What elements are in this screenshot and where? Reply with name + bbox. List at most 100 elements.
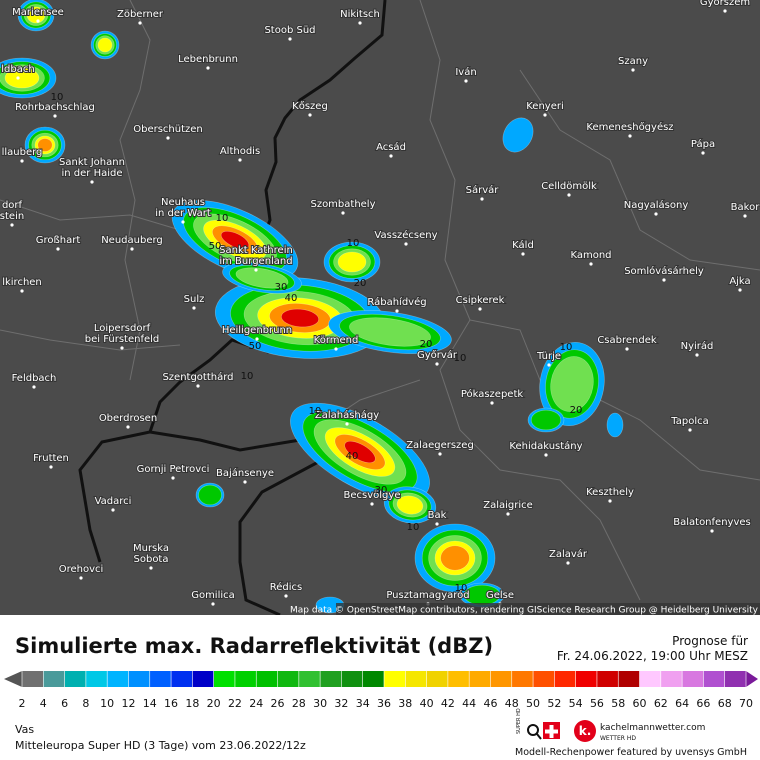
place-label: Zöberner bbox=[117, 9, 164, 20]
place-dot bbox=[662, 278, 666, 282]
contour-label: 50 bbox=[209, 241, 222, 252]
echo bbox=[198, 484, 222, 506]
colorbar-tick-label: 70 bbox=[739, 697, 753, 710]
colorbar-segment bbox=[234, 671, 257, 687]
place-label: Csabrendek bbox=[597, 335, 657, 346]
place-label: Gornji Petrovci bbox=[137, 464, 210, 475]
colorbar-segment bbox=[43, 671, 65, 687]
place-dot bbox=[90, 180, 94, 184]
place-dot bbox=[628, 134, 632, 138]
colorbar-tick-label: 56 bbox=[590, 697, 604, 710]
place-dot bbox=[206, 66, 210, 70]
colorbar-segment bbox=[511, 671, 534, 687]
place-label: Győrvár bbox=[417, 349, 458, 361]
place-dot bbox=[389, 154, 393, 158]
contour-label: 10 bbox=[51, 92, 64, 103]
colorbar-tick-label: 38 bbox=[398, 697, 412, 710]
place-label: Zalaháshágy bbox=[315, 409, 379, 421]
forecast-label: Prognose für bbox=[672, 634, 748, 648]
echo bbox=[550, 356, 594, 412]
place-label: Neuhaus bbox=[161, 197, 205, 208]
place-dot bbox=[435, 362, 439, 366]
contour-label: 10 bbox=[407, 522, 420, 533]
place-dot bbox=[192, 306, 196, 310]
place-label: Sankt Kathrein bbox=[219, 245, 293, 256]
echo bbox=[530, 409, 562, 431]
place-label: Bak bbox=[428, 510, 447, 521]
place-label: Kenyeri bbox=[526, 101, 564, 112]
place-label: Althodis bbox=[220, 146, 260, 157]
kachelmann-logo bbox=[574, 720, 596, 742]
place-dot bbox=[710, 529, 714, 533]
place-label: Zalaigrice bbox=[483, 500, 533, 511]
place-dot bbox=[743, 214, 747, 218]
place-label: Somlóvásárhely bbox=[624, 265, 704, 277]
place-label: in der Haide bbox=[61, 168, 122, 179]
colorbar-segment bbox=[618, 671, 640, 687]
colorbar-tick-label: 20 bbox=[207, 697, 221, 710]
place-dot bbox=[521, 252, 525, 256]
place-label: Kőszeg bbox=[292, 100, 328, 112]
place-dot bbox=[196, 384, 200, 388]
contour-label: 20 bbox=[570, 405, 583, 416]
place-label: in der Wart bbox=[155, 208, 211, 219]
contour-label: 30 bbox=[275, 282, 288, 293]
colorbar-segment bbox=[639, 671, 662, 687]
place-label: Zalaegerszeg bbox=[406, 440, 474, 451]
colorbar-segment bbox=[64, 671, 87, 687]
place-dot bbox=[79, 576, 83, 580]
colorbar-tick-label: 34 bbox=[356, 697, 370, 710]
place-dot bbox=[284, 594, 288, 598]
colorbar-tick-label: 32 bbox=[334, 697, 348, 710]
place-dot bbox=[171, 476, 175, 480]
echo bbox=[440, 545, 470, 571]
colorbar-tick-label: 6 bbox=[61, 697, 68, 710]
colorbar-tick-label: 64 bbox=[675, 697, 689, 710]
place-dot bbox=[701, 151, 705, 155]
place-dot bbox=[723, 9, 727, 13]
colorbar-arrow-low bbox=[4, 671, 22, 687]
colorbar-segment bbox=[405, 671, 427, 687]
legend-title: Simulierte max. Radarreflektivität (dBZ) bbox=[15, 634, 493, 658]
place-dot bbox=[255, 337, 259, 341]
place-label: Sobota bbox=[134, 554, 169, 565]
place-label: Keszthely bbox=[586, 487, 634, 498]
place-label: Káld bbox=[512, 239, 534, 251]
place-dot bbox=[32, 385, 36, 389]
colorbar-segment bbox=[682, 671, 704, 687]
colorbar-tick-label: 18 bbox=[185, 697, 199, 710]
place-dot bbox=[49, 465, 53, 469]
colorbar-tick-label: 2 bbox=[19, 697, 26, 710]
contour-label: 40 bbox=[346, 451, 359, 462]
place-label: Loipersdorf bbox=[94, 323, 151, 334]
contour-label: 40 bbox=[285, 293, 298, 304]
place-label: Mariensee bbox=[12, 7, 64, 18]
colorbar-tick-label: 52 bbox=[547, 697, 561, 710]
echo bbox=[344, 440, 376, 464]
place-dot bbox=[238, 158, 242, 162]
place-dot bbox=[120, 346, 124, 350]
swiss-cross bbox=[545, 725, 558, 738]
colorbar-tick-label: 62 bbox=[654, 697, 668, 710]
echo bbox=[396, 495, 424, 515]
place-label: Gomilica bbox=[191, 590, 235, 601]
contour-label: 10 bbox=[216, 213, 229, 224]
place-dot bbox=[345, 422, 349, 426]
place-dot bbox=[464, 79, 468, 83]
place-dot bbox=[404, 242, 408, 246]
place-dot bbox=[438, 452, 442, 456]
colorbar-tick-label: 58 bbox=[611, 697, 625, 710]
contour-label: 10 bbox=[309, 406, 322, 417]
echo bbox=[606, 412, 624, 438]
place-label: Nagyalásony bbox=[624, 199, 689, 211]
place-dot bbox=[53, 114, 57, 118]
echo bbox=[235, 267, 289, 289]
place-label: Vadarci bbox=[95, 496, 132, 507]
colorbar-tick-label: 40 bbox=[420, 697, 434, 710]
contour-label: 50 bbox=[249, 341, 262, 352]
colorbar-tick-label: 12 bbox=[121, 697, 135, 710]
colorbar-segment bbox=[362, 671, 385, 687]
place-dot bbox=[435, 522, 439, 526]
contour-label: 20 bbox=[354, 278, 367, 289]
